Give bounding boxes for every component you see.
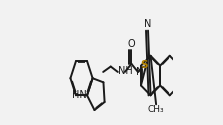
Text: N: N bbox=[144, 19, 152, 29]
Text: S: S bbox=[140, 60, 147, 70]
Text: O: O bbox=[128, 39, 135, 49]
Text: CH₃: CH₃ bbox=[148, 105, 164, 114]
Text: N: N bbox=[136, 67, 144, 77]
Text: NH: NH bbox=[118, 66, 133, 76]
Text: HN: HN bbox=[72, 90, 87, 100]
